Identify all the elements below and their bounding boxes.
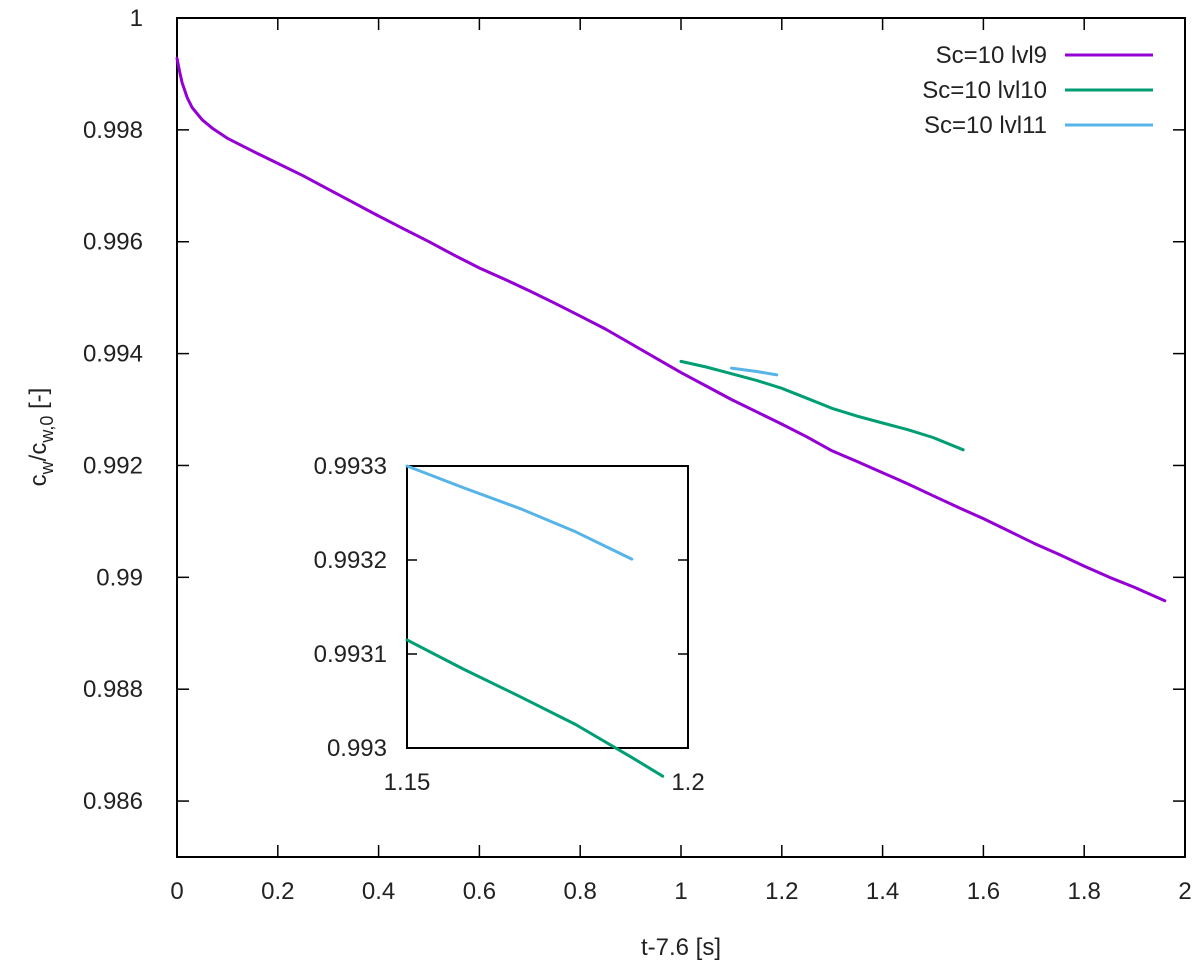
x-tick-label: 1.2	[765, 878, 798, 905]
legend-label-3: Sc=10 lvl11	[924, 112, 1047, 139]
inset-x-tick-label: 1.15	[384, 769, 431, 796]
y-tick-label: 0.994	[83, 341, 143, 368]
series-line-3	[729, 366, 779, 377]
y-axis-title-sub2: w,0	[37, 416, 57, 444]
x-tick-label: 0.6	[463, 878, 496, 905]
y-tick-label: 0.992	[83, 452, 143, 479]
y-tick-label: 1	[130, 5, 143, 32]
inset-x-tick-label: 1.2	[671, 769, 704, 796]
y-tick-label: 0.986	[83, 788, 143, 815]
inset-y-tick-label: 0.9933	[314, 453, 387, 480]
y-axis-title: cw/cw,0 [-]	[25, 388, 57, 487]
y-axis-title-unit: [-]	[25, 388, 52, 416]
x-tick-label: 0.4	[362, 878, 395, 905]
inset-y-tick-label: 0.9932	[314, 547, 387, 574]
inset-y-tick-label: 0.9931	[314, 641, 387, 668]
series-line-1	[175, 56, 1167, 603]
x-tick-label: 1.6	[967, 878, 1000, 905]
main-chart: 0 0.2 0.4 0.6 0.8 1 1.2 1.4 1.6 1.8 2 0.986 0.988 0.9…	[25, 5, 1192, 961]
x-tick-label: 0.8	[564, 878, 597, 905]
y-axis-title-sub1: w	[37, 460, 57, 475]
x-tick-label: 2	[1178, 878, 1191, 905]
legend-label-2: Sc=10 lvl10	[922, 77, 1047, 104]
x-tick-label: 1.4	[866, 878, 899, 905]
x-tick-label: 1	[674, 878, 687, 905]
x-tick-label: 0.2	[261, 878, 294, 905]
y-tick-label: 0.988	[83, 676, 143, 703]
inset-chart: 1.15 1.2 0.993 0.9931 0.9932 0.9933	[314, 453, 705, 796]
inset-y-tick-label: 0.993	[327, 735, 387, 762]
y-axis-title-base1: c	[25, 474, 52, 486]
series-line-2	[679, 359, 965, 452]
inset-series-line-2	[405, 638, 665, 778]
y-axis-title-slash: /c	[25, 443, 52, 462]
y-tick-label: 0.998	[83, 117, 143, 144]
y-tick-label: 0.99	[96, 564, 143, 591]
x-tick-label: 0	[170, 878, 183, 905]
inset-plot-frame	[406, 465, 689, 749]
legend-label-1: Sc=10 lvl9	[936, 42, 1047, 69]
legend: Sc=10 lvl9 Sc=10 lvl10 Sc=10 lvl11	[922, 42, 1153, 139]
x-axis-title: t-7.6 [s]	[641, 934, 721, 961]
x-tick-label: 1.8	[1068, 878, 1101, 905]
y-tick-label: 0.996	[83, 229, 143, 256]
inset-series-line-1	[405, 464, 634, 561]
